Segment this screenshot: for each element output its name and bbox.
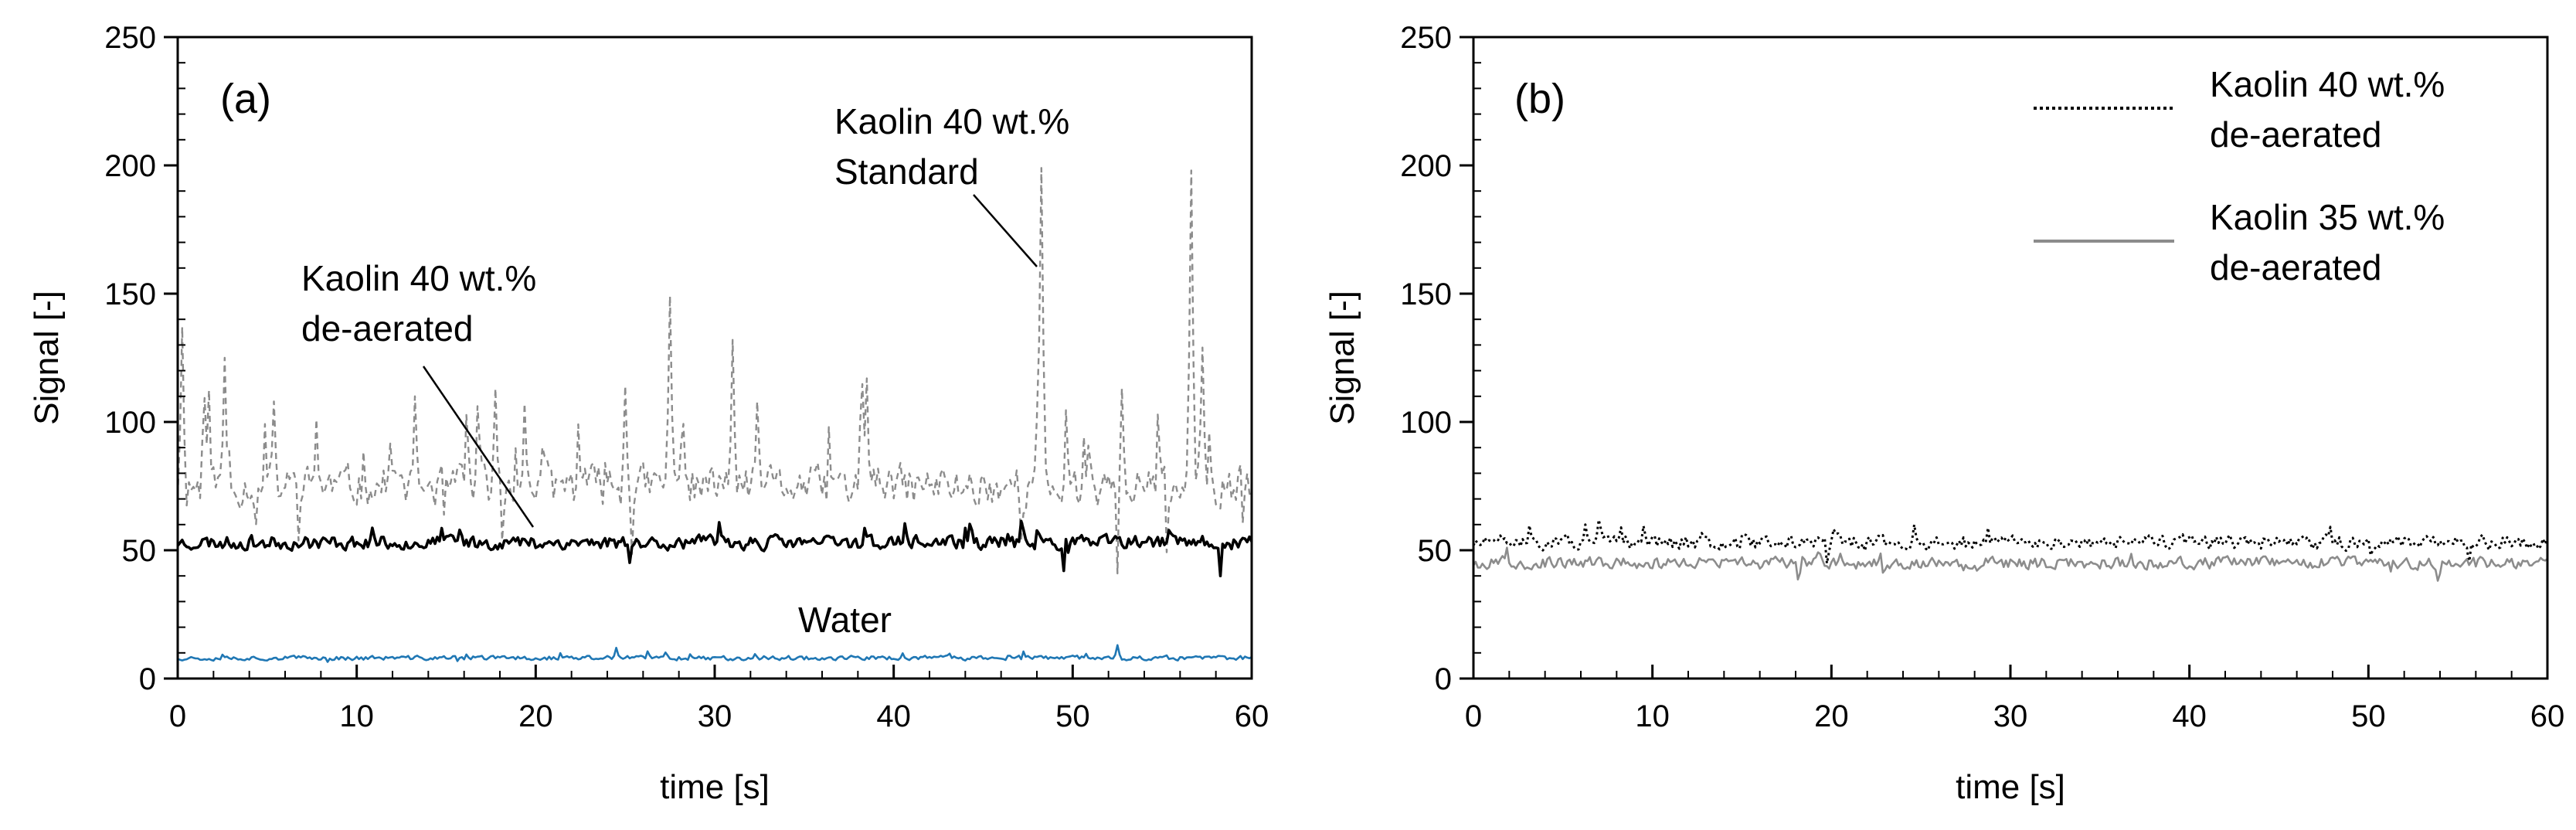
- panel-a-series-kaolin-40-wt-standard: [176, 167, 1253, 575]
- panel-b-x-tick-label: 30: [1993, 699, 2028, 733]
- panel-b-series-group: [1472, 519, 2549, 582]
- panel-b-y-tick-label: 0: [1435, 662, 1452, 696]
- panel-b-legend: Kaolin 40 wt.% de-aerated Kaolin 35 wt.%…: [2034, 64, 2445, 287]
- panel-b-label: (b): [1514, 76, 1565, 122]
- panel-b-series-kaolin-40-wt-de-aerated: [1472, 519, 2549, 566]
- panel-a-y-tick-label: 0: [139, 662, 156, 696]
- panel-a-x-tick-label: 50: [1055, 699, 1090, 733]
- panel-a-label: (a): [220, 76, 271, 122]
- annotation-deaerated-line1: Kaolin 40 wt.%: [301, 258, 536, 298]
- panel-a-series-group: [176, 167, 1253, 663]
- panel-b-x-tick-label: 50: [2351, 699, 2386, 733]
- panel-a-y-tick-label: 200: [104, 149, 156, 183]
- annotation-standard-leader: [973, 194, 1038, 267]
- panel-a-x-tick-label: 20: [518, 699, 553, 733]
- panel-a-x-axis-label: time [s]: [660, 768, 770, 806]
- panel-b-y-tick-label: 150: [1400, 277, 1452, 311]
- panel-b-x-axis-label: time [s]: [1956, 768, 2065, 806]
- annotation-water: Water: [798, 600, 892, 640]
- panel-b-x-tick-label: 0: [1465, 699, 1482, 733]
- panel-a-plot-frame: [176, 36, 1253, 680]
- legend-kaolin-40-line1: Kaolin 40 wt.%: [2210, 64, 2445, 104]
- panel-a-x-tick-label: 60: [1235, 699, 1269, 733]
- annotation-deaerated-line2: de-aerated: [301, 308, 474, 349]
- panel-a-series-water: [177, 644, 1252, 663]
- panel-b-y-tick-label: 100: [1400, 406, 1452, 440]
- annotation-standard-line1: Kaolin 40 wt.%: [834, 101, 1069, 141]
- panel-a-x-tick-label: 10: [339, 699, 374, 733]
- panel-a-y-tick-label: 50: [122, 534, 157, 568]
- panel-b-x-tick-label: 20: [1814, 699, 1849, 733]
- panel-b-plot-frame: [1472, 36, 2549, 680]
- legend-kaolin-35-line2: de-aerated: [2210, 247, 2382, 287]
- panel-b-y-tick-label: 50: [1418, 534, 1453, 568]
- panel-a-y-axis-label: Signal [-]: [28, 291, 66, 425]
- panel-b-y-tick-label: 200: [1400, 149, 1452, 183]
- panel-b-ticks: 0 50 100 150 200 250 0 10 20 30 40 50 60: [1400, 21, 2564, 733]
- panel-a-ticks: 0 50 100 150 200 250 0 10 20 30 40 50 60: [104, 21, 1269, 733]
- panel-b-y-tick-label: 250: [1400, 21, 1452, 55]
- legend-kaolin-40-line2: de-aerated: [2210, 114, 2382, 155]
- panel-a-y-tick-label: 150: [104, 277, 156, 311]
- panel-a-y-tick-label: 250: [104, 21, 156, 55]
- panel-b-y-axis-label: Signal [-]: [1324, 291, 1361, 425]
- panel-a-y-tick-label: 100: [104, 406, 156, 440]
- panel-b: 0 50 100 150 200 250 0 10 20 30 40 50 60 (b) time [s…: [1324, 21, 2564, 806]
- panel-b-x-tick-label: 40: [2172, 699, 2207, 733]
- legend-kaolin-35-line1: Kaolin 35 wt.%: [2210, 197, 2445, 237]
- panel-a-series-kaolin-40-wt-de-aerated: [176, 519, 1253, 577]
- annotation-deaerated-leader: [422, 366, 535, 528]
- panel-a-x-tick-label: 30: [698, 699, 732, 733]
- panel-b-x-tick-label: 60: [2530, 699, 2565, 733]
- panel-b-series-kaolin-35-wt-de-aerated: [1472, 546, 2548, 582]
- annotation-standard-line2: Standard: [834, 151, 979, 192]
- panel-a-x-tick-label: 40: [876, 699, 911, 733]
- panel-a: 0 50 100 150 200 250 0 10 20 30 40 50 60 (a) time [s…: [28, 21, 1269, 806]
- panel-a-x-tick-label: 0: [169, 699, 186, 733]
- panel-b-x-tick-label: 10: [1635, 699, 1670, 733]
